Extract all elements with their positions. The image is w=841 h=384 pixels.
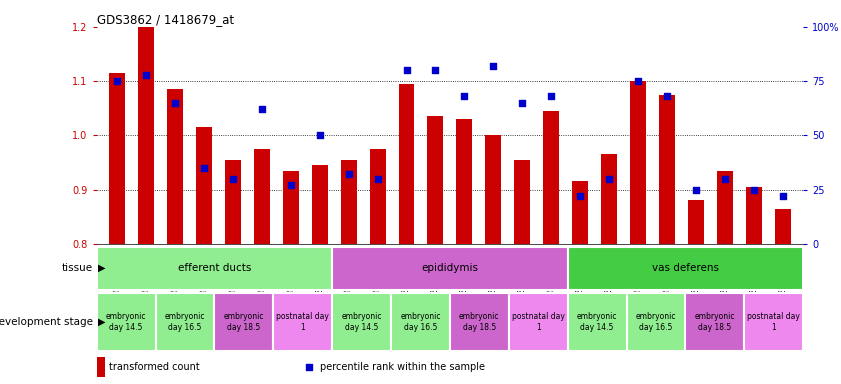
- Text: percentile rank within the sample: percentile rank within the sample: [320, 362, 485, 372]
- Point: [602, 176, 616, 182]
- Point: [776, 193, 790, 199]
- Text: postnatal day
1: postnatal day 1: [748, 312, 800, 332]
- Bar: [746, 187, 762, 244]
- Bar: [427, 116, 443, 244]
- Point: [284, 182, 298, 188]
- Bar: [97, 293, 156, 351]
- Point: [399, 67, 413, 73]
- Point: [302, 364, 315, 370]
- Point: [313, 132, 326, 139]
- Bar: [543, 111, 559, 244]
- Bar: [283, 170, 299, 244]
- Bar: [369, 149, 385, 244]
- Text: embryonic
day 18.5: embryonic day 18.5: [695, 312, 735, 332]
- Bar: [717, 170, 733, 244]
- Text: postnatal day
1: postnatal day 1: [512, 312, 564, 332]
- Bar: [254, 149, 270, 244]
- Bar: [685, 293, 744, 351]
- Text: ▶: ▶: [98, 317, 106, 327]
- Bar: [214, 293, 273, 351]
- Bar: [568, 293, 627, 351]
- Text: vas deferens: vas deferens: [652, 263, 719, 273]
- Point: [747, 187, 760, 193]
- Bar: [509, 293, 568, 351]
- Point: [516, 100, 529, 106]
- Point: [718, 176, 732, 182]
- Point: [660, 93, 674, 99]
- Text: ▶: ▶: [98, 263, 106, 273]
- Point: [487, 63, 500, 69]
- Point: [110, 78, 124, 84]
- Bar: [332, 247, 568, 290]
- Text: GDS3862 / 1418679_at: GDS3862 / 1418679_at: [97, 13, 234, 26]
- Bar: [156, 293, 214, 351]
- Bar: [97, 357, 105, 377]
- Bar: [601, 154, 617, 244]
- Bar: [627, 293, 685, 351]
- Point: [690, 187, 703, 193]
- Bar: [138, 27, 154, 244]
- Text: embryonic
day 14.5: embryonic day 14.5: [341, 312, 382, 332]
- Bar: [515, 160, 531, 244]
- Point: [632, 78, 645, 84]
- Bar: [167, 89, 182, 244]
- Text: embryonic
day 16.5: embryonic day 16.5: [165, 312, 205, 332]
- Bar: [225, 160, 241, 244]
- Bar: [744, 293, 803, 351]
- Bar: [332, 293, 391, 351]
- Text: epididymis: epididymis: [421, 263, 479, 273]
- Text: transformed count: transformed count: [109, 362, 200, 372]
- Bar: [572, 182, 588, 244]
- Bar: [659, 95, 675, 244]
- Bar: [273, 293, 332, 351]
- Point: [429, 67, 442, 73]
- Point: [458, 93, 471, 99]
- Bar: [688, 200, 704, 244]
- Bar: [391, 293, 450, 351]
- Point: [140, 71, 153, 78]
- Bar: [568, 247, 803, 290]
- Text: embryonic
day 16.5: embryonic day 16.5: [636, 312, 676, 332]
- Text: embryonic
day 14.5: embryonic day 14.5: [106, 312, 146, 332]
- Text: postnatal day
1: postnatal day 1: [277, 312, 329, 332]
- Text: development stage: development stage: [0, 317, 93, 327]
- Bar: [485, 136, 501, 244]
- Bar: [399, 84, 415, 244]
- Text: embryonic
day 18.5: embryonic day 18.5: [224, 312, 264, 332]
- Text: tissue: tissue: [61, 263, 93, 273]
- Bar: [775, 209, 791, 244]
- Point: [574, 193, 587, 199]
- Point: [255, 106, 268, 113]
- Bar: [341, 160, 357, 244]
- Bar: [630, 81, 646, 244]
- Point: [342, 171, 356, 177]
- Bar: [457, 119, 473, 244]
- Bar: [196, 127, 212, 244]
- Bar: [312, 165, 328, 244]
- Point: [197, 165, 210, 171]
- Text: embryonic
day 16.5: embryonic day 16.5: [400, 312, 441, 332]
- Bar: [450, 293, 509, 351]
- Point: [371, 176, 384, 182]
- Point: [544, 93, 558, 99]
- Text: embryonic
day 18.5: embryonic day 18.5: [459, 312, 500, 332]
- Bar: [109, 73, 125, 244]
- Text: embryonic
day 14.5: embryonic day 14.5: [577, 312, 617, 332]
- Text: efferent ducts: efferent ducts: [177, 263, 251, 273]
- Point: [226, 176, 240, 182]
- Point: [168, 100, 182, 106]
- Bar: [97, 247, 332, 290]
